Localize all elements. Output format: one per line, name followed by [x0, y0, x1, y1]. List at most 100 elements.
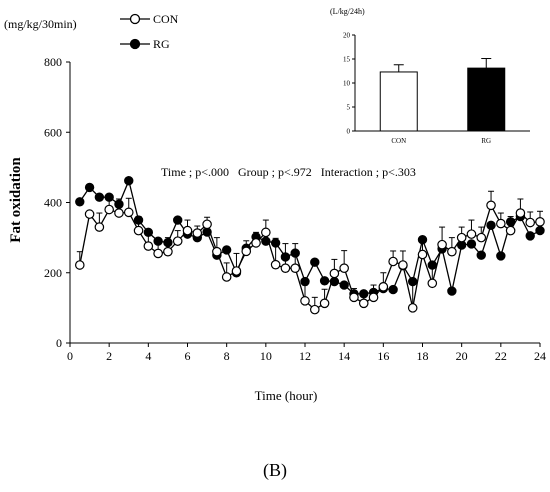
- con-data-point: [143, 241, 154, 251]
- con-data-point: [427, 278, 438, 289]
- rg-data-point: [124, 176, 134, 186]
- inset-y-tick-label: 15: [343, 56, 351, 64]
- con-data-point: [261, 227, 271, 238]
- con-data-point: [378, 281, 389, 292]
- legend: CON RG: [120, 12, 179, 51]
- con-data-point: [94, 222, 105, 232]
- con-data-point: [358, 298, 369, 309]
- con-data-point: [339, 263, 349, 273]
- x-tick-label: 6: [185, 349, 191, 363]
- con-data-point: [525, 217, 536, 228]
- inset-category-label: CON: [391, 137, 406, 145]
- con-data-point: [417, 249, 428, 260]
- legend-rg-label: RG: [153, 37, 170, 51]
- x-tick-label: 12: [299, 349, 311, 363]
- con-data-point: [447, 246, 457, 257]
- rg-data-point: [221, 245, 232, 255]
- con-data-point: [123, 207, 134, 218]
- rg-data-point: [359, 289, 369, 299]
- x-tick-label: 24: [534, 349, 546, 363]
- con-data-point: [515, 208, 526, 218]
- rg-data-point: [408, 276, 418, 287]
- con-data-point: [280, 263, 291, 273]
- con-data-point: [309, 304, 320, 315]
- x-axis-title: Time (hour): [255, 388, 318, 403]
- rg-data-point: [261, 236, 271, 246]
- legend-con-label: CON: [153, 12, 179, 26]
- con-data-point: [349, 292, 359, 303]
- rg-data-point: [300, 276, 310, 287]
- con-data-point: [192, 228, 203, 238]
- rg-data-point: [505, 217, 516, 227]
- y-tick-label: 600: [44, 125, 62, 139]
- rg-data-point: [319, 276, 330, 286]
- rg-data-point: [173, 215, 183, 225]
- legend-rg-marker: [129, 38, 141, 50]
- x-tick-label: 2: [106, 349, 112, 363]
- rg-data-point: [496, 251, 506, 261]
- con-data-point: [182, 225, 193, 236]
- con-data-point: [133, 225, 144, 236]
- con-data-point: [84, 209, 95, 219]
- con-data-point: [270, 259, 281, 270]
- con-data-point: [300, 296, 310, 306]
- con-data-point: [505, 225, 516, 236]
- rg-data-point: [486, 220, 496, 231]
- y-tick-label: 800: [44, 55, 62, 69]
- con-data-point: [388, 256, 398, 267]
- rg-data-point: [75, 197, 85, 207]
- con-data-point: [437, 239, 447, 250]
- x-tick-label: 10: [260, 349, 272, 363]
- panel-label: (B): [263, 460, 287, 481]
- con-data-point: [456, 232, 467, 243]
- rg-data-point: [163, 237, 173, 248]
- con-data-point: [104, 204, 114, 215]
- rg-data-point: [270, 238, 281, 248]
- con-data-point: [476, 232, 487, 243]
- inset-plot: 0 5 10 15 20 CON RG: [343, 32, 530, 145]
- x-tick-label: 0: [67, 349, 73, 363]
- x-tick-label: 20: [456, 349, 468, 363]
- con-data-point: [466, 229, 477, 239]
- rg-data-point: [535, 225, 545, 236]
- rg-data-point: [525, 231, 535, 241]
- rg-data-point: [94, 192, 105, 202]
- con-data-point: [221, 272, 232, 282]
- rg-data-point: [476, 250, 486, 260]
- con-data-point: [251, 238, 261, 248]
- x-tick-label: 14: [338, 349, 350, 363]
- rg-data-point: [339, 280, 349, 290]
- x-tick-label: 4: [145, 349, 151, 363]
- y-axis-title: Fat oxidation: [8, 157, 24, 243]
- con-data-point: [496, 218, 506, 229]
- con-data-point: [241, 246, 252, 257]
- x-tick-label: 18: [417, 349, 429, 363]
- con-data-point: [212, 246, 222, 257]
- y-unit-label: (mg/kg/30min): [4, 17, 77, 31]
- rg-data-point: [329, 276, 340, 287]
- con-data-point: [153, 248, 163, 259]
- inset-y-tick-label: 0: [347, 128, 351, 136]
- y-tick-label: 0: [56, 336, 62, 350]
- con-data-point: [486, 200, 496, 211]
- con-data-point: [368, 292, 379, 303]
- rg-data-point: [104, 192, 114, 202]
- inset-category-label: RG: [481, 137, 491, 145]
- x-tick-label: 8: [224, 349, 230, 363]
- con-data-point: [114, 208, 124, 218]
- con-data-point: [319, 298, 330, 309]
- inset-unit-label: (L/kg/24h): [330, 7, 365, 16]
- x-tick-label: 22: [495, 349, 507, 363]
- x-tick-label: 16: [377, 349, 389, 363]
- y-tick-label: 200: [44, 266, 62, 280]
- rg-data-point: [417, 235, 428, 245]
- con-data-point: [231, 266, 242, 276]
- con-data-point: [74, 260, 85, 270]
- inset-y-tick-label: 20: [343, 32, 351, 40]
- con-data-point: [407, 303, 418, 313]
- rg-data-point: [290, 248, 300, 258]
- rg-data-point: [280, 252, 291, 262]
